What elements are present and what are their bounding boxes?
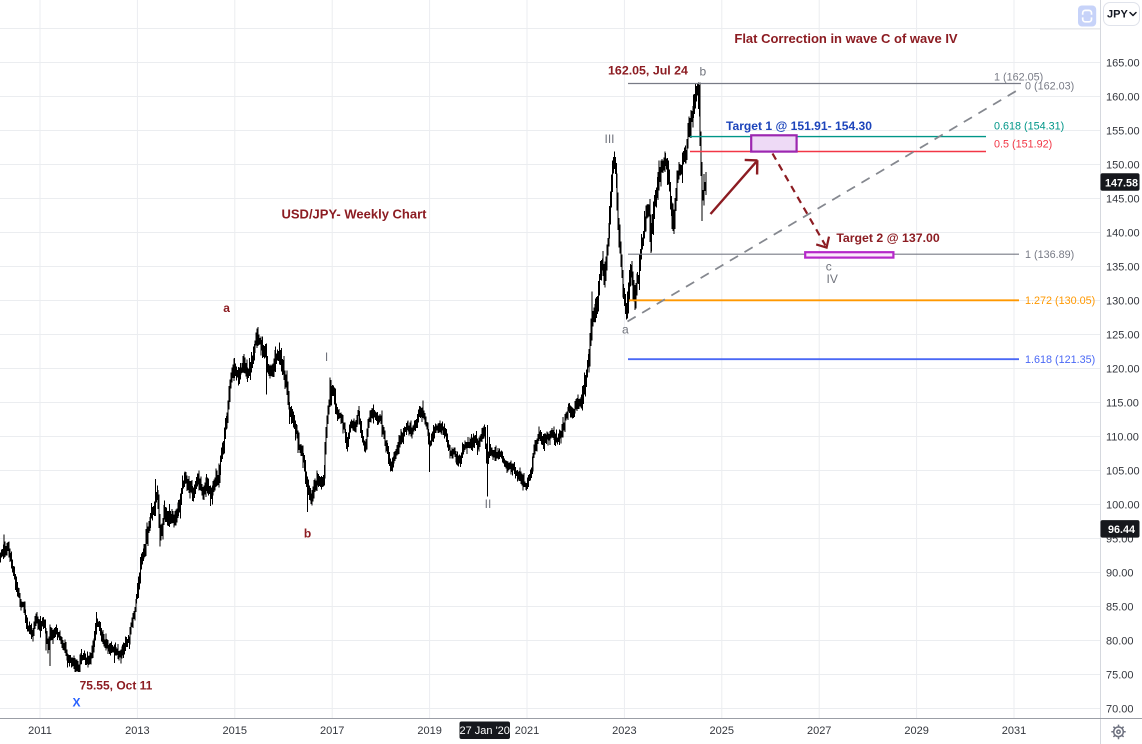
svg-text:2017: 2017 — [320, 725, 344, 737]
svg-text:Target 2 @ 137.00: Target 2 @ 137.00 — [836, 231, 940, 245]
svg-text:150.00: 150.00 — [1106, 160, 1140, 172]
svg-text:2021: 2021 — [515, 725, 539, 737]
svg-text:b: b — [699, 64, 706, 78]
svg-text:140.00: 140.00 — [1106, 228, 1140, 240]
svg-text:70.00: 70.00 — [1106, 704, 1134, 716]
svg-text:165.00: 165.00 — [1106, 58, 1140, 70]
svg-text:85.00: 85.00 — [1106, 602, 1134, 614]
svg-text:125.00: 125.00 — [1106, 330, 1140, 342]
svg-text:115.00: 115.00 — [1106, 398, 1139, 410]
svg-text:2019: 2019 — [417, 725, 441, 737]
svg-text:0 (162.03): 0 (162.03) — [1025, 80, 1074, 92]
svg-text:120.00: 120.00 — [1106, 364, 1140, 376]
svg-text:90.00: 90.00 — [1106, 568, 1134, 580]
svg-text:USD/JPY- Weekly Chart: USD/JPY- Weekly Chart — [282, 207, 428, 222]
svg-text:1.618 (121.35): 1.618 (121.35) — [1025, 354, 1095, 366]
svg-text:2015: 2015 — [223, 725, 247, 737]
svg-text:2031: 2031 — [1002, 725, 1026, 737]
svg-text:IV: IV — [827, 272, 838, 286]
svg-text:1 (162.05): 1 (162.05) — [994, 71, 1043, 83]
svg-text:b: b — [304, 527, 311, 541]
svg-text:147.58: 147.58 — [1105, 177, 1138, 189]
svg-text:1 (136.89): 1 (136.89) — [1025, 249, 1074, 261]
svg-text:110.00: 110.00 — [1106, 432, 1139, 444]
svg-text:100.00: 100.00 — [1106, 500, 1140, 512]
svg-text:Flat Correction in wave C of w: Flat Correction in wave C of wave IV — [734, 31, 958, 46]
svg-text:162.05, Jul 24: 162.05, Jul 24 — [608, 64, 688, 78]
svg-text:80.00: 80.00 — [1106, 636, 1134, 648]
svg-text:2029: 2029 — [904, 725, 928, 737]
svg-text:75.00: 75.00 — [1106, 670, 1134, 682]
svg-text:2013: 2013 — [125, 725, 149, 737]
svg-text:75.55, Oct 11: 75.55, Oct 11 — [80, 678, 153, 692]
svg-text:27 Jan '20: 27 Jan '20 — [459, 725, 509, 737]
svg-text:2011: 2011 — [28, 725, 52, 737]
svg-text:2027: 2027 — [807, 725, 831, 737]
svg-text:X: X — [72, 695, 80, 709]
svg-text:c: c — [826, 259, 832, 273]
svg-text:Target 1 @ 151.91- 154.30: Target 1 @ 151.91- 154.30 — [726, 119, 872, 133]
svg-text:145.00: 145.00 — [1106, 194, 1140, 206]
svg-text:130.00: 130.00 — [1106, 296, 1140, 308]
svg-text:105.00: 105.00 — [1106, 466, 1140, 478]
svg-text:0.5 (151.92): 0.5 (151.92) — [994, 139, 1052, 151]
svg-text:II: II — [485, 497, 492, 511]
svg-text:2025: 2025 — [710, 725, 734, 737]
svg-text:a: a — [622, 322, 629, 336]
svg-text:135.00: 135.00 — [1106, 262, 1140, 274]
svg-text:III: III — [604, 132, 614, 146]
svg-text:JPY: JPY — [1107, 9, 1128, 21]
svg-text:155.00: 155.00 — [1106, 126, 1140, 138]
svg-text:96.44: 96.44 — [1108, 524, 1135, 536]
svg-text:160.00: 160.00 — [1106, 92, 1140, 104]
svg-text:0.618 (154.31): 0.618 (154.31) — [994, 120, 1064, 132]
svg-text:I: I — [325, 350, 328, 364]
svg-text:a: a — [223, 301, 230, 315]
svg-text:2023: 2023 — [612, 725, 636, 737]
svg-text:1.272 (130.05): 1.272 (130.05) — [1025, 295, 1095, 307]
